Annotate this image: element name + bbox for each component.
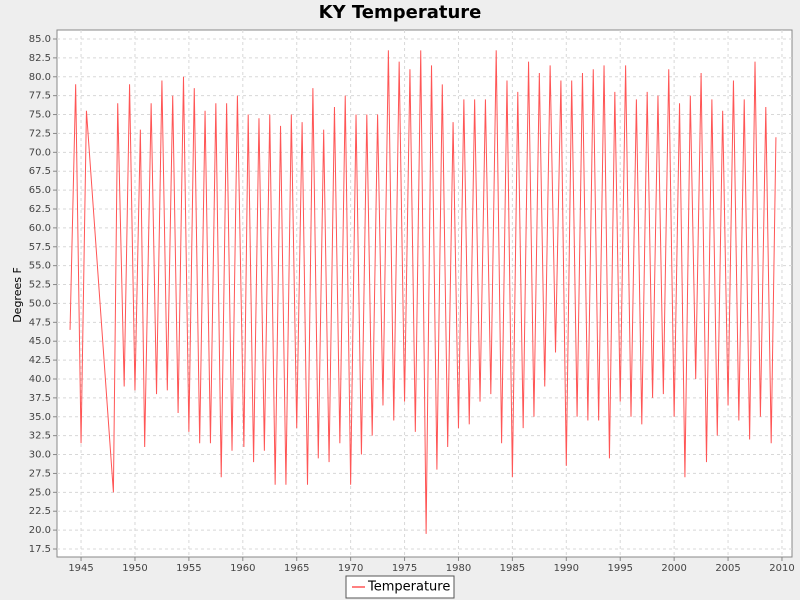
- x-tick-label: 1995: [607, 563, 632, 574]
- y-tick-label: 22.5: [29, 506, 51, 517]
- y-tick-label: 65.0: [29, 185, 51, 196]
- y-tick-label: 55.0: [29, 261, 51, 272]
- x-tick-label: 1965: [284, 563, 309, 574]
- y-tick-label: 47.5: [29, 317, 51, 328]
- plot-area: [56, 29, 793, 558]
- x-tick-label: 1955: [176, 563, 201, 574]
- x-tick-label: 1945: [68, 563, 93, 574]
- y-tick-label: 82.5: [29, 53, 51, 64]
- x-tick-label: 1970: [338, 563, 363, 574]
- y-tick-label: 80.0: [29, 72, 51, 83]
- y-tick-label: 57.5: [29, 242, 51, 253]
- y-tick-label: 52.5: [29, 280, 51, 291]
- y-tick-label: 32.5: [29, 431, 51, 442]
- y-tick-label: 20.0: [29, 525, 51, 536]
- y-tick-label: 42.5: [29, 355, 51, 366]
- y-tick-label: 50.0: [29, 298, 51, 309]
- y-tick-label: 27.5: [29, 468, 51, 479]
- y-tick-label: 40.0: [29, 374, 51, 385]
- x-tick-label: 1985: [500, 563, 525, 574]
- y-tick-label: 25.0: [29, 487, 51, 498]
- x-tick-label: 1960: [230, 563, 255, 574]
- x-tick-label: 2000: [661, 563, 686, 574]
- y-tick-label: 72.5: [29, 128, 51, 139]
- x-tick-label: 1950: [122, 563, 147, 574]
- x-tick-label: 1990: [554, 563, 579, 574]
- y-tick-label: 37.5: [29, 393, 51, 404]
- y-tick-label: 75.0: [29, 110, 51, 121]
- y-tick-label: 60.0: [29, 223, 51, 234]
- y-tick-label: 35.0: [29, 412, 51, 423]
- y-tick-label: 62.5: [29, 204, 51, 215]
- data-line: [69, 50, 777, 534]
- x-tick-label: 1980: [446, 563, 471, 574]
- y-tick-label: 45.0: [29, 336, 51, 347]
- y-tick-label: 85.0: [29, 34, 51, 45]
- x-tick-label: 2010: [769, 563, 794, 574]
- y-tick-label: 77.5: [29, 91, 51, 102]
- y-tick-label: 17.5: [29, 544, 51, 555]
- legend-label: Temperature: [367, 580, 450, 595]
- x-tick-label: 1975: [392, 563, 417, 574]
- chart-title: KY Temperature: [319, 2, 482, 23]
- legend-box: [345, 575, 455, 599]
- y-tick-label: 70.0: [29, 147, 51, 158]
- y-tick-label: 67.5: [29, 166, 51, 177]
- y-axis-label: Degrees F: [11, 267, 24, 323]
- x-tick-label: 2005: [715, 563, 740, 574]
- y-tick-label: 30.0: [29, 450, 51, 461]
